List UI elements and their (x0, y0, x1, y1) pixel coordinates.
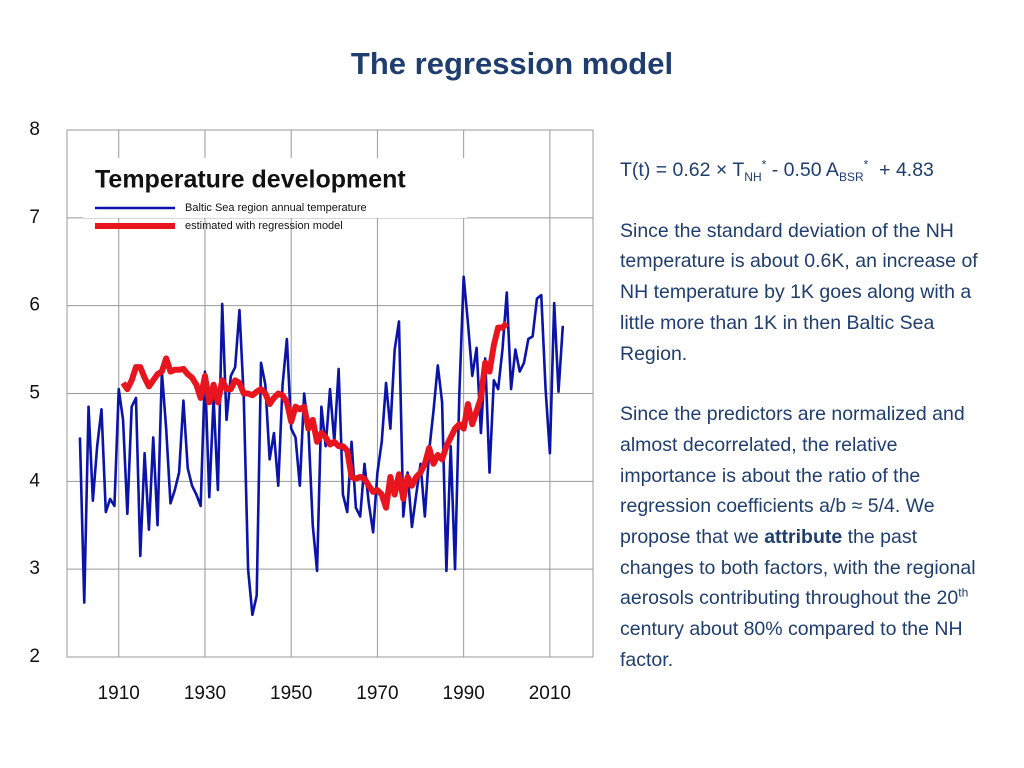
y-tick-label: 4 (29, 470, 40, 491)
paragraph: Since the standard deviation of the NH t… (620, 219, 978, 365)
text-run: Since the predictors are normalized and … (620, 403, 965, 549)
y-tick-label: 6 (29, 295, 40, 316)
x-tick-label: 1990 (443, 683, 485, 704)
x-tick-label: 1930 (184, 683, 226, 704)
text-panel: T(t) = 0.62 × TNH* - 0.50 ABSR* + 4.83 S… (620, 155, 995, 706)
x-tick-label: 1910 (98, 683, 140, 704)
equation-part: - 0.50 A (766, 159, 839, 181)
superscript: th (958, 585, 969, 600)
paragraph: Since the predictors are normalized and … (620, 399, 995, 675)
chart-title: Temperature development (95, 166, 406, 194)
y-tick-label: 8 (29, 119, 40, 140)
chart: 2 3 4 5 6 7 8 1910 1930 1950 1970 1990 2010 Temperatu… (29, 119, 594, 704)
subscript: BSR (838, 169, 864, 184)
equation: T(t) = 0.62 × TNH* - 0.50 ABSR* + 4.83 (620, 155, 995, 186)
slide-title: The regression model (350, 46, 674, 81)
x-tick-label: 1950 (270, 683, 312, 704)
superscript: * (863, 157, 869, 172)
equation-part: T(t) = 0.62 × T (620, 159, 745, 181)
legend-label: Baltic Sea region annual temperature (185, 202, 367, 214)
bold-text: attribute (764, 526, 843, 549)
equation-part: + 4.83 (868, 159, 934, 181)
x-tick-label: 1970 (356, 683, 398, 704)
y-tick-label: 5 (29, 383, 40, 404)
superscript: * (761, 157, 767, 172)
data-line (78, 275, 565, 617)
data-line (120, 321, 509, 511)
legend-label: estimated with regression model (185, 220, 343, 232)
x-tick-label: 2010 (529, 683, 571, 704)
y-tick-label: 3 (29, 558, 40, 579)
subscript: NH (744, 169, 762, 184)
text-run: the past changes to both factors, with t… (620, 526, 976, 610)
text-run: century about 80% compared to the NH fac… (620, 618, 963, 671)
y-tick-label: 7 (29, 207, 40, 228)
y-tick-label: 2 (29, 646, 40, 667)
